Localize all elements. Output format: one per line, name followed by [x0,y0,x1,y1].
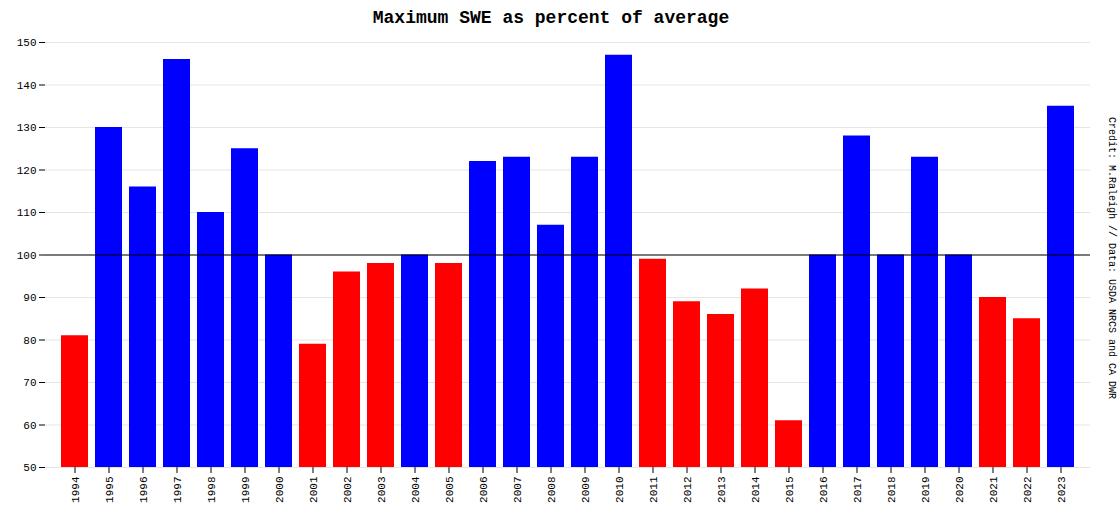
svg-text:2012: 2012 [682,477,694,503]
svg-text:1994: 1994 [70,476,82,503]
svg-text:2004: 2004 [410,476,422,503]
svg-text:1997: 1997 [172,477,184,503]
svg-text:2009: 2009 [580,477,592,503]
svg-text:2010: 2010 [614,477,626,503]
svg-text:1998: 1998 [206,477,218,503]
svg-text:90: 90 [23,292,36,304]
svg-text:2016: 2016 [818,477,830,503]
svg-text:1999: 1999 [240,477,252,503]
svg-text:2017: 2017 [852,477,864,503]
svg-text:2023: 2023 [1056,477,1068,503]
svg-text:2001: 2001 [308,476,320,503]
svg-text:2020: 2020 [954,477,966,503]
svg-text:2019: 2019 [920,477,932,503]
svg-text:50: 50 [23,462,36,474]
svg-text:2008: 2008 [546,477,558,503]
svg-text:2018: 2018 [886,477,898,503]
svg-text:70: 70 [23,377,36,389]
svg-text:60: 60 [23,420,36,432]
svg-text:2013: 2013 [716,477,728,503]
svg-text:2014: 2014 [750,476,762,503]
svg-text:2015: 2015 [784,477,796,503]
svg-text:140: 140 [17,80,37,92]
svg-text:2022: 2022 [1022,477,1034,503]
svg-text:2011: 2011 [648,476,660,503]
html-text:Credit: M.Raleigh // Data: USD: Credit: M.Raleigh // Data: USDA NRCS and… [1105,117,1117,400]
svg-text:130: 130 [17,122,37,134]
svg-text:2002: 2002 [342,477,354,503]
svg-text:2006: 2006 [478,477,490,503]
svg-text:2021: 2021 [988,476,1000,503]
svg-text:2007: 2007 [512,477,524,503]
svg-text:2003: 2003 [376,477,388,503]
svg-text:120: 120 [17,165,37,177]
svg-text:1995: 1995 [104,477,116,503]
svg-text:150: 150 [17,37,37,49]
svg-text:100: 100 [17,250,37,262]
svg-text:80: 80 [23,335,36,347]
svg-text:1996: 1996 [138,477,150,503]
svg-text:110: 110 [17,207,37,219]
html-text:Maximum SWE as percent of aver: Maximum SWE as percent of average [372,8,730,28]
svg-text:2000: 2000 [274,477,286,503]
svg-text:2005: 2005 [444,477,456,503]
